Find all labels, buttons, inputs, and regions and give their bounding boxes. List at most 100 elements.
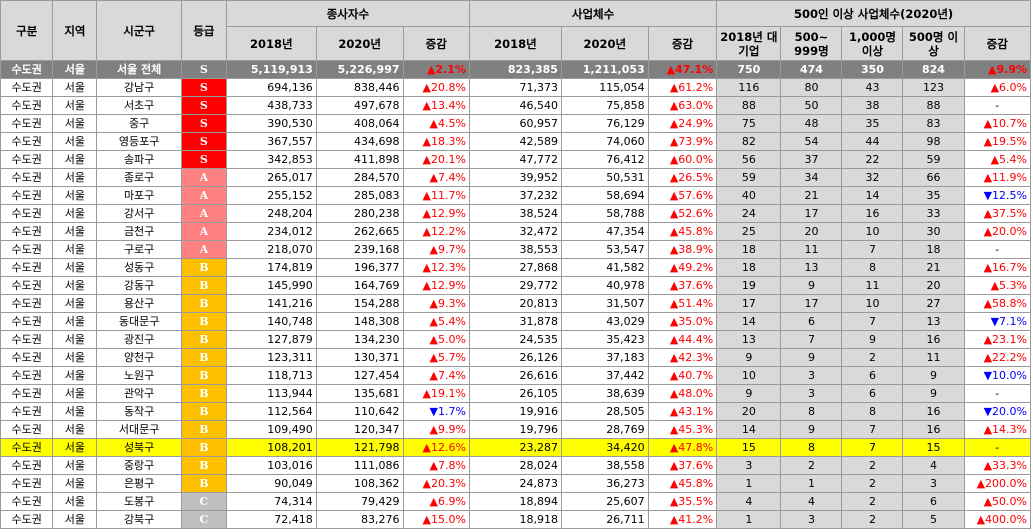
large-500plus-cell: 15 bbox=[902, 438, 965, 457]
businesses-change-cell: ▲37.6% bbox=[647, 456, 718, 475]
table-row: 수도권 서울 중랑구 B 103,016 111,086 ▲7.8% 28,024 38,558… bbox=[0, 456, 1031, 475]
gubun-cell: 수도권 bbox=[0, 456, 54, 475]
region-cell: 서울 bbox=[52, 456, 98, 475]
businesses-2018-cell: 46,540 bbox=[468, 96, 562, 115]
large-500plus-cell: 59 bbox=[902, 150, 965, 169]
large-change-cell: ▼7.1% bbox=[963, 312, 1031, 331]
gubun-cell: 수도권 bbox=[0, 510, 54, 529]
gubun-cell: 수도권 bbox=[0, 204, 54, 223]
gubun-cell: 수도권 bbox=[0, 114, 54, 133]
employees-change-cell: ▲19.1% bbox=[402, 384, 470, 403]
region-cell: 서울 bbox=[52, 96, 98, 115]
large-change-cell: ▼20.0% bbox=[963, 402, 1031, 421]
grade-badge: B bbox=[180, 384, 227, 403]
district-cell: 영등포구 bbox=[96, 132, 182, 151]
large-1000-cell: 8 bbox=[841, 402, 904, 421]
employees-change-cell: ▲20.1% bbox=[402, 150, 470, 169]
large-2018-cell: 10 bbox=[716, 366, 782, 385]
large-2018-cell: 24 bbox=[716, 204, 782, 223]
large-500plus-cell: 27 bbox=[902, 294, 965, 313]
district-cell: 도봉구 bbox=[96, 492, 182, 511]
gubun-cell: 수도권 bbox=[0, 366, 54, 385]
large-2018-cell: 56 bbox=[716, 150, 782, 169]
gubun-cell: 수도권 bbox=[0, 474, 54, 493]
large-500plus-cell: 16 bbox=[902, 330, 965, 349]
businesses-2018-cell: 28,024 bbox=[468, 456, 562, 475]
large-2018-cell: 9 bbox=[716, 384, 782, 403]
employees-change-cell: ▲18.3% bbox=[402, 132, 470, 151]
grade-badge: A bbox=[180, 222, 227, 241]
employees-2020-cell: 111,086 bbox=[315, 456, 404, 475]
large-change-cell: ▲5.3% bbox=[963, 276, 1031, 295]
large-1000-cell: 2 bbox=[841, 510, 904, 529]
employees-change-cell: ▲9.9% bbox=[402, 420, 470, 439]
grade-badge: B bbox=[180, 438, 227, 457]
region-cell: 서울 bbox=[52, 384, 98, 403]
large-2018-cell: 88 bbox=[716, 96, 782, 115]
large-1000-cell: 10 bbox=[841, 222, 904, 241]
large-500plus-cell: 9 bbox=[902, 366, 965, 385]
employees-2020-cell: 280,238 bbox=[315, 204, 404, 223]
table-row: 수도권 서울 동작구 B 112,564 110,642 ▼1.7% 19,916 28,505… bbox=[0, 402, 1031, 421]
large-2018-cell: 19 bbox=[716, 276, 782, 295]
large-1000-cell: 22 bbox=[841, 150, 904, 169]
businesses-change-cell: ▲73.9% bbox=[647, 132, 718, 151]
businesses-change-cell: ▲38.9% bbox=[647, 240, 718, 259]
large-500plus-cell: 18 bbox=[902, 240, 965, 259]
employees-2018-cell: 113,944 bbox=[225, 384, 317, 403]
district-cell: 서초구 bbox=[96, 96, 182, 115]
businesses-2020-cell: 58,694 bbox=[560, 186, 649, 205]
large-1000-cell: 32 bbox=[841, 168, 904, 187]
gubun-cell: 수도권 bbox=[0, 294, 54, 313]
employees-2020-cell: 79,429 bbox=[315, 492, 404, 511]
employees-2018-cell: 265,017 bbox=[225, 168, 317, 187]
district-cell: 광진구 bbox=[96, 330, 182, 349]
businesses-2020-cell: 41,582 bbox=[560, 258, 649, 277]
businesses-2020-cell: 34,420 bbox=[560, 438, 649, 457]
district-cell: 관악구 bbox=[96, 384, 182, 403]
grade-badge: S bbox=[180, 132, 227, 151]
region-cell: 서울 bbox=[52, 168, 98, 187]
large-500-999-cell: 54 bbox=[780, 132, 843, 151]
region-cell: 서울 bbox=[52, 294, 98, 313]
large-500plus-cell: 123 bbox=[902, 78, 965, 97]
grade-badge: A bbox=[180, 240, 227, 259]
region-cell: 서울 bbox=[52, 438, 98, 457]
header-large-2018-label: 2018년 대기업 bbox=[720, 29, 778, 58]
employees-2020-cell: 408,064 bbox=[315, 114, 404, 133]
employees-2020-cell: 135,681 bbox=[315, 384, 404, 403]
employees-2018-cell: 118,713 bbox=[225, 366, 317, 385]
region-cell: 서울 bbox=[52, 420, 98, 439]
employees-change-cell: ▲12.6% bbox=[402, 438, 470, 457]
large-1000-cell: 10 bbox=[841, 294, 904, 313]
employees-change-cell: ▲7.4% bbox=[402, 168, 470, 187]
businesses-2020-cell: 1,211,053 bbox=[560, 60, 649, 79]
businesses-change-cell: ▲37.6% bbox=[647, 276, 718, 295]
large-500-999-cell: 2 bbox=[780, 456, 843, 475]
table-row: 수도권 서울 광진구 B 127,879 134,230 ▲5.0% 24,535 35,423… bbox=[0, 330, 1031, 349]
employees-2020-cell: 434,698 bbox=[315, 132, 404, 151]
businesses-2020-cell: 75,858 bbox=[560, 96, 649, 115]
large-2018-cell: 116 bbox=[716, 78, 782, 97]
district-cell: 마포구 bbox=[96, 186, 182, 205]
large-500-999-cell: 50 bbox=[780, 96, 843, 115]
employees-2018-cell: 248,204 bbox=[225, 204, 317, 223]
businesses-change-cell: ▲45.3% bbox=[647, 420, 718, 439]
grade-badge: B bbox=[180, 276, 227, 295]
district-cell: 성동구 bbox=[96, 258, 182, 277]
businesses-change-cell: ▲43.1% bbox=[647, 402, 718, 421]
gubun-cell: 수도권 bbox=[0, 60, 54, 79]
gubun-cell: 수도권 bbox=[0, 132, 54, 151]
table-row: 수도권 서울 구로구 A 218,070 239,168 ▲9.7% 38,553 53,547… bbox=[0, 240, 1031, 259]
employees-change-cell: ▲5.0% bbox=[402, 330, 470, 349]
businesses-change-cell: ▲47.8% bbox=[647, 438, 718, 457]
large-change-cell: ▲37.5% bbox=[963, 204, 1031, 223]
businesses-2020-cell: 58,788 bbox=[560, 204, 649, 223]
large-500plus-cell: 88 bbox=[902, 96, 965, 115]
businesses-2020-cell: 115,054 bbox=[560, 78, 649, 97]
large-2018-cell: 1 bbox=[716, 474, 782, 493]
large-500plus-cell: 5 bbox=[902, 510, 965, 529]
district-cell: 서울 전체 bbox=[96, 60, 182, 79]
businesses-2018-cell: 26,126 bbox=[468, 348, 562, 367]
